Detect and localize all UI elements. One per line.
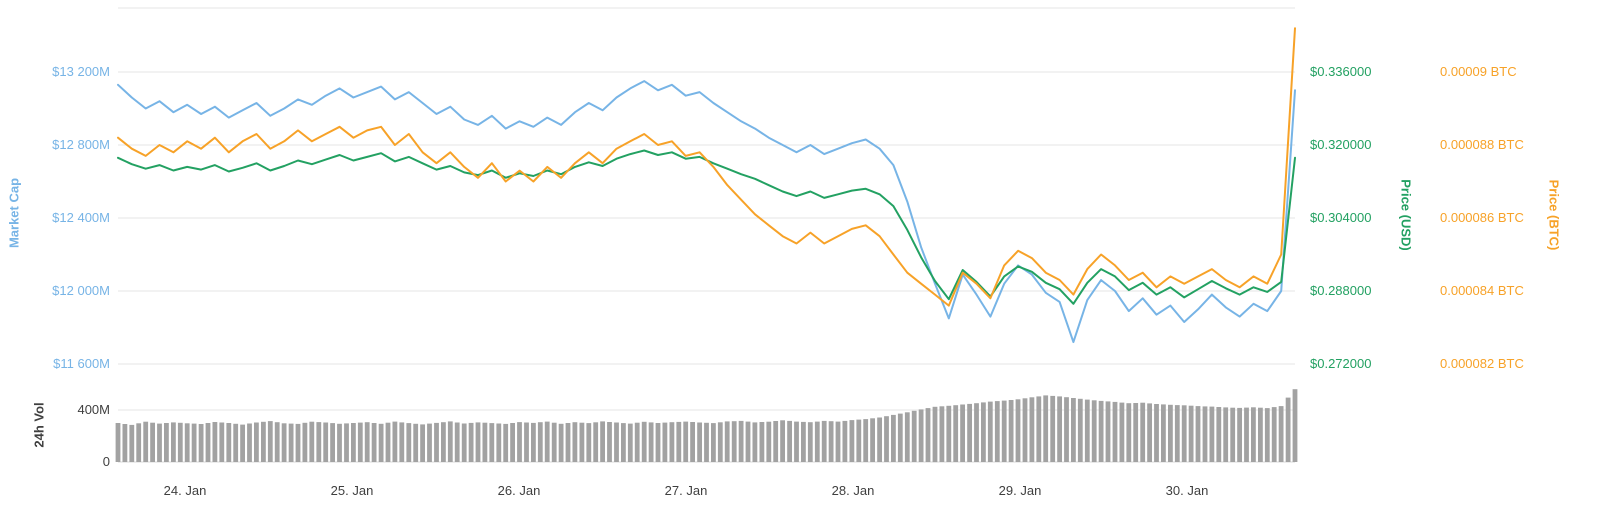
price-btc-tick-label: 0.000084 BTC xyxy=(1440,283,1524,298)
volume-bars xyxy=(115,389,1298,463)
x-tick-26-jan: 26. Jan xyxy=(497,483,541,498)
price-usd-tick-label: $0.336000 xyxy=(1310,64,1372,79)
x-tick-30-jan: 30. Jan xyxy=(1165,483,1209,498)
price-btc-tick-label: 0.000086 BTC xyxy=(1440,210,1524,225)
x-tick-25-jan: 25. Jan xyxy=(330,483,374,498)
price-usd-tick-label: $0.304000 xyxy=(1310,210,1372,225)
price_btc-line xyxy=(117,27,1296,307)
market-cap-tick-label: $12 400M xyxy=(52,210,110,225)
price-btc-axis-title: Price (BTC) xyxy=(1546,179,1562,251)
price_usd-line xyxy=(117,149,1296,305)
market-cap-tick-label: $12 800M xyxy=(52,137,110,152)
price-usd-tick-label: $0.320000 xyxy=(1310,137,1372,152)
volume-tick-label: 400M xyxy=(77,402,110,417)
market-cap-axis-title: Market Cap xyxy=(6,177,22,249)
x-tick-24-jan: 24. Jan xyxy=(163,483,207,498)
price-usd-axis-title: Price (USD) xyxy=(1398,179,1414,251)
price-usd-tick-label: $0.272000 xyxy=(1310,356,1372,371)
x-tick-27-jan: 27. Jan xyxy=(664,483,708,498)
price-btc-tick-label: 0.000082 BTC xyxy=(1440,356,1524,371)
market-cap-tick-label: $12 000M xyxy=(52,283,110,298)
price-usd-tick-label: $0.288000 xyxy=(1310,283,1372,298)
volume-tick-label: 0 xyxy=(102,454,110,469)
price-btc-tick-label: 0.00009 BTC xyxy=(1440,64,1517,79)
volume-axis-title: 24h Vol xyxy=(31,402,47,448)
x-tick-28-jan: 28. Jan xyxy=(831,483,875,498)
market-cap-tick-label: $11 600M xyxy=(53,356,110,371)
market-cap-tick-label: $13 200M xyxy=(52,64,110,79)
market_cap-line xyxy=(117,80,1296,344)
x-tick-29-jan: 29. Jan xyxy=(998,483,1042,498)
price-btc-tick-label: 0.000088 BTC xyxy=(1440,137,1524,152)
